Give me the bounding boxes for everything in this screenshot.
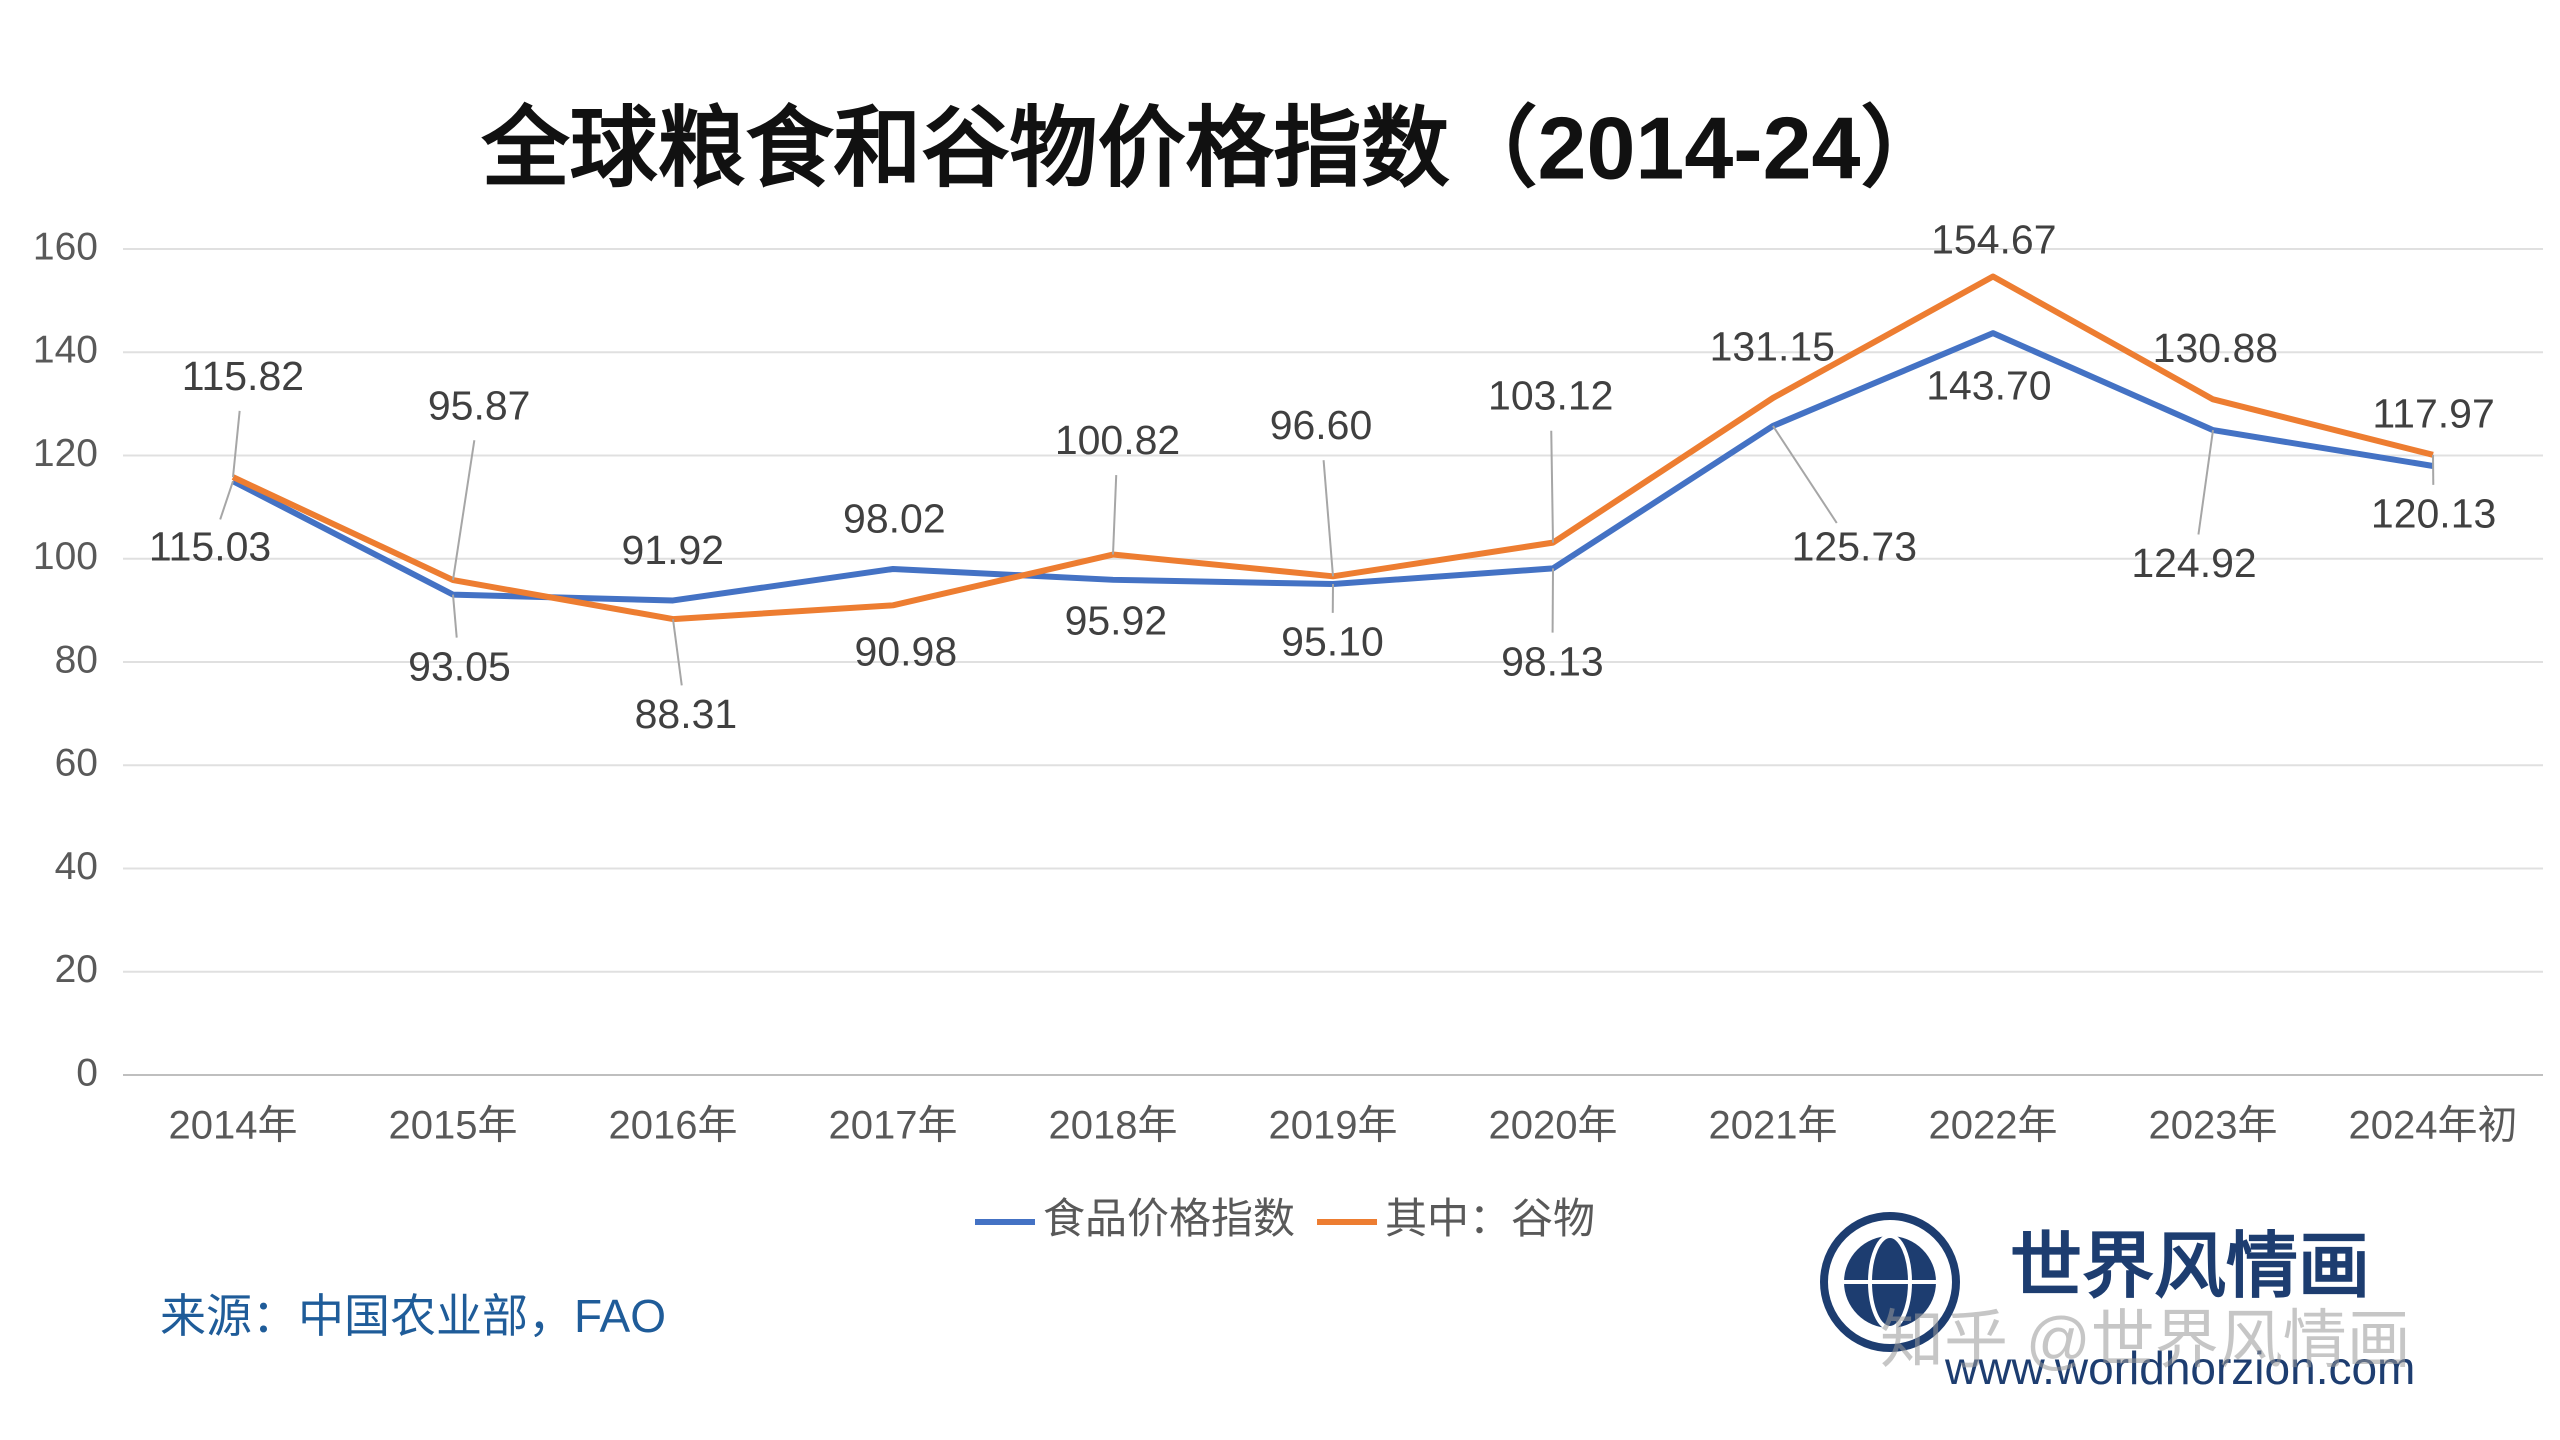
- x-tick-label: 2023年: [2149, 1104, 2278, 1148]
- data-label: 93.05: [408, 643, 511, 689]
- data-label: 88.31: [635, 691, 738, 737]
- leader-line: [219, 480, 234, 520]
- x-tick-label: 2022年: [1929, 1104, 2058, 1148]
- y-tick-label: 80: [55, 638, 98, 681]
- leader-line: [1112, 475, 1118, 555]
- x-tick-label: 2016年: [609, 1104, 738, 1148]
- y-tick-label: 20: [55, 948, 98, 991]
- x-tick-label: 2015年: [389, 1104, 518, 1148]
- x-tick-label: 2020年: [1489, 1104, 1618, 1148]
- data-label: 103.12: [1488, 373, 1613, 419]
- leader-line: [452, 594, 458, 638]
- data-label: 95.10: [1281, 619, 1384, 665]
- legend-label: 其中：谷物: [1385, 1195, 1595, 1242]
- logo: [1820, 1212, 1960, 1352]
- data-label: 115.03: [149, 524, 271, 570]
- y-tick-label: 120: [33, 432, 98, 475]
- data-label: 98.13: [1501, 638, 1604, 684]
- chart-title: 全球粮食和谷物价格指数（2014-24）: [481, 98, 1949, 197]
- data-label: 117.97: [2372, 391, 2494, 437]
- logo-url: www.worldhorzion.com: [1944, 1342, 2415, 1394]
- x-tick-label: 2019年: [1269, 1104, 1398, 1148]
- y-tick-label: 100: [33, 535, 98, 578]
- source-note: 来源：中国农业部，FAO: [160, 1290, 666, 1342]
- data-label: 130.88: [2153, 325, 2278, 371]
- leader-line: [1772, 425, 1838, 524]
- data-label: 115.82: [182, 353, 304, 399]
- data-label: 91.92: [622, 527, 725, 573]
- y-tick-label: 60: [55, 742, 98, 785]
- leader-line: [1322, 460, 1334, 577]
- leader-line: [1550, 430, 1554, 543]
- leader-line: [2197, 429, 2214, 535]
- data-label: 98.02: [843, 496, 946, 542]
- data-label: 90.98: [855, 629, 958, 675]
- data-label: 95.87: [428, 382, 531, 428]
- x-tick-label: 2021年: [1709, 1104, 1838, 1148]
- data-label: 125.73: [1792, 524, 1917, 570]
- x-tick-label: 2017年: [829, 1104, 958, 1148]
- watermark: 知乎 @世界风情画: [1880, 1304, 2411, 1376]
- data-label: 96.60: [1270, 402, 1373, 448]
- y-tick-label: 0: [76, 1051, 98, 1094]
- legend-label: 食品价格指数: [1043, 1195, 1295, 1242]
- data-label: 143.70: [1926, 363, 2051, 409]
- legend: 食品价格指数 其中：谷物: [975, 1195, 1595, 1242]
- data-label: 154.67: [1931, 217, 2056, 263]
- leader-line: [452, 440, 476, 581]
- y-tick-label: 40: [55, 845, 98, 888]
- logo-text: 世界风情画: [2010, 1227, 2370, 1307]
- leader-line: [672, 618, 683, 686]
- y-tick-label: 160: [33, 225, 98, 268]
- x-tick-label: 2024年初: [2349, 1104, 2518, 1148]
- leader-line: [232, 410, 241, 478]
- data-label: 120.13: [2371, 491, 2496, 537]
- x-tick-label: 2014年: [169, 1104, 298, 1148]
- data-label: 124.92: [2131, 540, 2256, 586]
- series-line: [231, 330, 2434, 604]
- x-tick-label: 2018年: [1049, 1104, 1178, 1148]
- y-tick-label: 140: [33, 329, 98, 372]
- data-label: 100.82: [1055, 417, 1180, 463]
- logo-ring: [1820, 1212, 1960, 1352]
- data-label: 95.92: [1065, 597, 1168, 643]
- data-label: 131.15: [1710, 323, 1835, 369]
